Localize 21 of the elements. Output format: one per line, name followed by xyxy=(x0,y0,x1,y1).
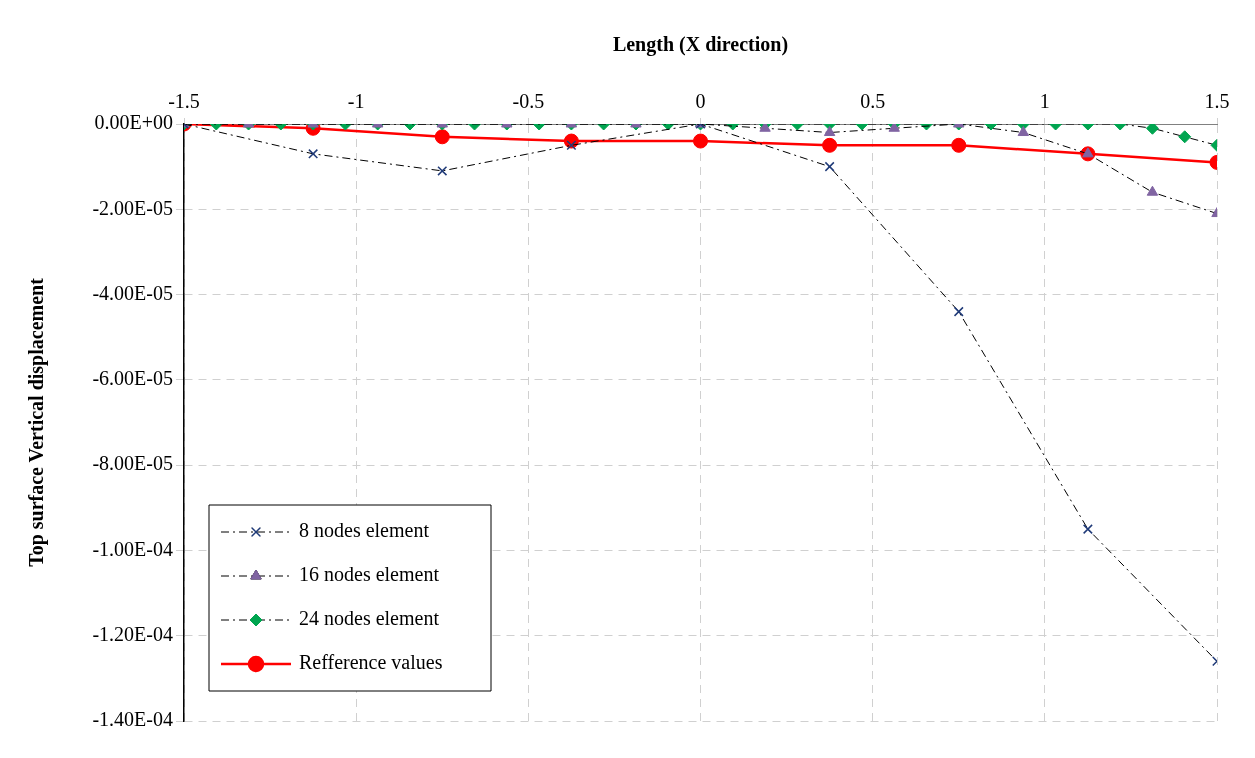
legend-label: 8 nodes element xyxy=(299,519,430,542)
x-tick-label: 1 xyxy=(1039,90,1050,113)
y-tick-label: 0.00E+00 xyxy=(94,111,173,134)
y-tick-label: -1.20E-04 xyxy=(92,622,173,645)
legend-label: 16 nodes element xyxy=(299,563,440,586)
x-tick-label: 0 xyxy=(695,90,706,113)
y-tick-label: -4.00E-05 xyxy=(92,281,173,304)
x-tick-label: -1 xyxy=(347,90,365,113)
legend-label: 24 nodes element xyxy=(299,607,440,630)
x-tick-label: -1.5 xyxy=(168,90,200,113)
legend-label: Refference values xyxy=(299,651,443,674)
y-tick-label: -6.00E-05 xyxy=(92,367,173,390)
y-tick-label: -1.00E-04 xyxy=(92,537,173,560)
y-tick-label: -1.40E-04 xyxy=(92,708,173,731)
x-tick-label: -0.5 xyxy=(512,90,545,113)
x-tick-label: 0.5 xyxy=(860,90,886,113)
x-axis-title: Length (X direction) xyxy=(612,33,789,57)
y-tick-label: -2.00E-05 xyxy=(92,196,173,219)
y-tick-label: -8.00E-05 xyxy=(92,452,173,475)
y-axis-title: Top surface Vertical displacement xyxy=(25,277,49,567)
x-tick-label: 1.5 xyxy=(1204,90,1230,113)
